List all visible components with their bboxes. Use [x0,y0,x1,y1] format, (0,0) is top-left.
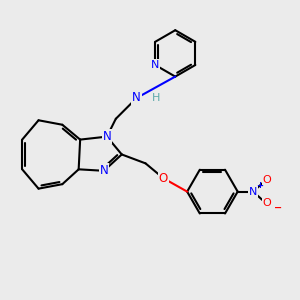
Text: N: N [132,92,141,104]
Text: O: O [159,172,168,185]
Text: −: − [274,203,282,213]
Text: N: N [151,60,159,70]
Text: O: O [263,175,272,185]
Text: H: H [152,93,160,103]
Text: +: + [256,181,263,190]
Text: O: O [263,198,272,208]
Text: N: N [103,130,111,143]
Text: N: N [100,164,108,177]
Text: N: N [249,187,257,196]
